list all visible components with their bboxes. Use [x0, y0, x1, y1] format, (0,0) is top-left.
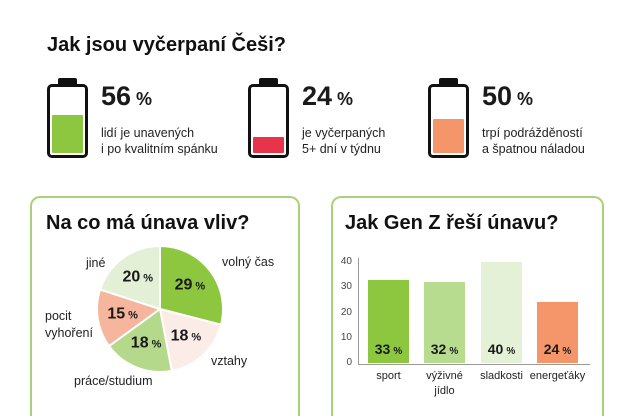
pie-value-number: 29 — [174, 276, 193, 294]
pie-value-number: 20 — [122, 268, 141, 286]
bar-sladkosti: 40% — [481, 262, 522, 363]
stat-value: 24% — [302, 80, 353, 115]
pie-slice-pocit-vyhoreni — [95, 288, 163, 348]
y-tick-label: 30 — [340, 281, 352, 293]
y-tick-label: 40 — [340, 256, 352, 267]
bar-value-label: 32% — [424, 341, 465, 360]
stat-number: 50 — [482, 81, 513, 111]
bar-value-number: 24 — [543, 340, 560, 357]
bar-chart-title: Jak Gen Z řeší únavu? — [345, 212, 559, 234]
pie-value-vztahy: 18% — [171, 327, 202, 346]
pie-value-number: 18 — [170, 327, 189, 345]
stat-unit: % — [517, 89, 534, 109]
bar-value-unit: % — [393, 345, 403, 357]
stat-description-line: 5+ dní v týdnu — [302, 142, 381, 156]
stat-description-line: trpí podrážděností — [482, 126, 583, 140]
pie-value-jine: 20% — [122, 269, 153, 288]
bar-value-unit: % — [562, 345, 572, 357]
pie-value-unit: % — [191, 331, 202, 344]
pie-slice-volny-cas — [159, 244, 224, 326]
pie-label-pocit-vyhoreni: pocit vyhoření — [45, 309, 93, 340]
stat-description-line: lidí je unavených — [101, 126, 195, 140]
bar-energetaky: 24% — [537, 302, 578, 363]
pie-slice-jine — [98, 244, 161, 311]
bar-value-unit: % — [449, 345, 459, 357]
battery-cap — [259, 78, 278, 85]
battery-shell — [428, 84, 469, 158]
stat-description-line: a špatnou náladou — [482, 142, 585, 156]
page-title: Jak jsou vyčerpaní Češi? — [47, 34, 287, 56]
gen-z-coping-panel: Jak Gen Z řeší únavu? 0 10 20 30 40 33% … — [331, 196, 604, 416]
battery-icon — [428, 78, 469, 158]
bar-value-label: 33% — [368, 341, 409, 360]
pie-value-prace-studium: 18% — [131, 335, 162, 354]
battery-fill-level — [52, 114, 83, 153]
fatigue-impact-panel: Na co má únava vliv? 29% 18% 18% 15% 20%… — [30, 196, 300, 416]
x-category-label: sport — [376, 370, 401, 382]
y-tick-label: 0 — [346, 357, 352, 368]
stat-number: 24 — [302, 81, 333, 111]
stat-value: 50% — [482, 80, 533, 115]
x-axis-line — [358, 364, 590, 365]
pie-chart-title: Na co má únava vliv? — [46, 212, 250, 234]
battery-shell — [47, 84, 88, 158]
pie-value-volny-cas: 29% — [175, 276, 206, 295]
stat-unit: % — [337, 89, 354, 109]
stat-card-tired: 56% lidí je unavených i po kvalitním spá… — [47, 78, 227, 160]
pie-label-vztahy: vztahy — [211, 354, 248, 368]
x-category-label: sladkosti — [480, 370, 523, 382]
bar-value-label: 40% — [481, 341, 522, 360]
battery-shell — [248, 84, 289, 158]
pie-slice-prace-studium — [107, 307, 173, 373]
bar-sport: 33% — [368, 279, 409, 363]
battery-cap — [58, 78, 77, 85]
bar-value-number: 40 — [487, 341, 504, 357]
pie-slice-vztahy — [158, 307, 223, 373]
stat-card-exhausted: 24% je vyčerpaných 5+ dní v týdnu — [248, 78, 428, 160]
pie-value-number: 15 — [107, 305, 126, 323]
battery-icon — [248, 78, 289, 158]
pie-chart — [95, 244, 224, 373]
pie-label-jine: jiné — [86, 256, 106, 270]
stat-description: lidí je unavených i po kvalitním spánku — [101, 125, 218, 157]
stat-description-line: je vyčerpaných — [302, 126, 386, 140]
stat-description-line: i po kvalitním spánku — [101, 142, 218, 156]
pie-value-unit: % — [195, 280, 206, 293]
bar-value-number: 32 — [430, 340, 447, 357]
bar-value-number: 33 — [374, 340, 391, 357]
pie-value-unit: % — [143, 272, 154, 285]
y-axis-line — [358, 258, 359, 364]
x-category-label: výživné jídlo — [426, 370, 463, 397]
pie-value-unit: % — [128, 309, 138, 322]
y-tick-label: 10 — [340, 331, 352, 343]
stat-unit: % — [136, 89, 153, 109]
battery-cap — [439, 78, 458, 85]
bar-vyzivne-jidlo: 32% — [424, 282, 465, 363]
pie-value-number: 18 — [130, 334, 149, 352]
x-category-label: energeťáky — [529, 370, 586, 382]
pie-label-volny-cas: volný čas — [222, 255, 275, 269]
stat-value: 56% — [101, 80, 152, 115]
bar-value-label: 24% — [537, 341, 578, 360]
stat-description: je vyčerpaných 5+ dní v týdnu — [302, 125, 385, 157]
pie-label-prace-studium: práce/studium — [74, 374, 153, 388]
stat-number: 56 — [101, 81, 132, 111]
pie-value-unit: % — [151, 338, 162, 351]
y-tick-label: 20 — [340, 306, 352, 318]
battery-fill-level — [253, 136, 284, 153]
pie-value-pocit-vyhoreni: 15% — [107, 305, 138, 324]
battery-icon — [47, 78, 88, 158]
stat-description: trpí podrážděností a špatnou náladou — [482, 125, 585, 157]
stat-card-irritable: 50% trpí podrážděností a špatnou náladou — [428, 78, 608, 160]
bar-value-unit: % — [506, 346, 516, 357]
battery-fill-level — [433, 119, 464, 153]
